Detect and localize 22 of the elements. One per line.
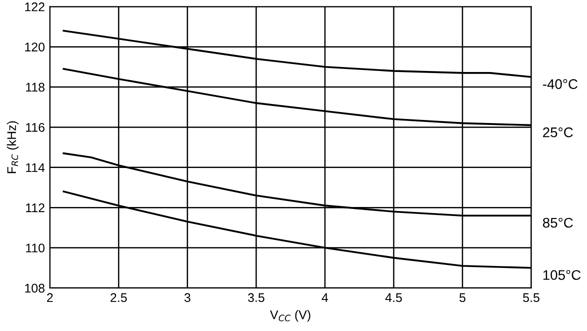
x-tick-label: 2 bbox=[47, 293, 53, 302]
y-tick-label: 118 bbox=[26, 82, 44, 92]
x-axis-title: V$_{CC}$ (V) bbox=[270, 310, 310, 322]
y-tick-label: 120 bbox=[25, 42, 45, 52]
x-tick-label: 4 bbox=[322, 293, 328, 302]
y-axis-title: F$_{RC}$ (kHz) bbox=[6, 121, 19, 174]
y-tick-label: 108 bbox=[25, 284, 44, 293]
x-tick-label: 3.5 bbox=[248, 293, 264, 302]
y-tick-label: 110 bbox=[26, 244, 45, 252]
x-tick-label: 3 bbox=[184, 293, 190, 302]
x-tick-label: 4.5 bbox=[385, 293, 402, 302]
series-label: 25°C bbox=[543, 127, 573, 138]
series-label: 85°C bbox=[542, 218, 573, 228]
x-tick-label: 2.5 bbox=[110, 293, 127, 302]
x-tick-label: 5.5 bbox=[523, 293, 540, 302]
y-tick-label: 122 bbox=[25, 2, 44, 12]
y-tick-label: 116 bbox=[26, 123, 44, 132]
series-label: -40°C bbox=[542, 79, 578, 90]
y-tick-label: 112 bbox=[26, 203, 44, 212]
series-label: 105°C bbox=[543, 270, 581, 280]
x-tick-label: 5 bbox=[459, 293, 466, 302]
y-tick-label: 114 bbox=[26, 163, 45, 172]
